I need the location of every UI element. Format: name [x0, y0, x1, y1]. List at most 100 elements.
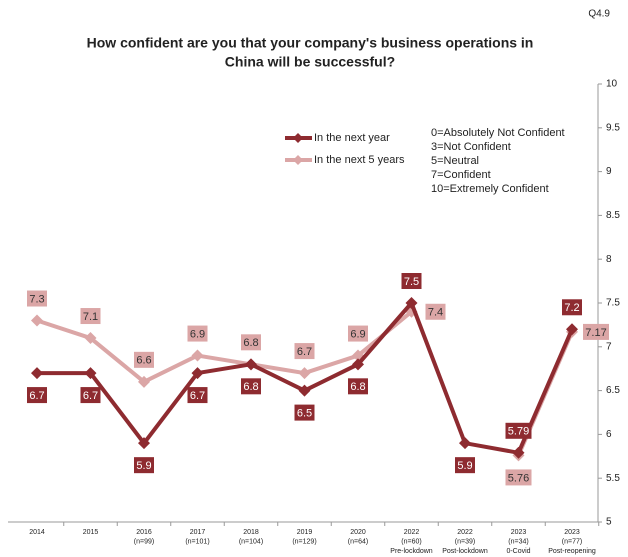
marker — [352, 358, 364, 371]
data-label: 6.7 — [297, 346, 312, 358]
data-label: 6.7 — [83, 390, 98, 402]
x-tick-label: (n=64) — [348, 538, 368, 545]
x-tick-label: 2017 — [190, 529, 206, 536]
x-tick-label: (n=129) — [292, 538, 316, 545]
x-tick-label: 2019 — [297, 529, 313, 536]
data-label-box — [134, 351, 154, 368]
x-tick-label: 2023 — [511, 529, 527, 536]
data-label: 7.1 — [83, 311, 98, 323]
x-tick-label: (n=101) — [185, 538, 209, 545]
y-tick-label: 8.5 — [606, 210, 620, 221]
y-tick-label: 7.5 — [606, 298, 620, 309]
data-label-box — [505, 469, 532, 486]
scale-note: 7=Confident — [431, 169, 491, 181]
y-tick-label: 5.5 — [606, 473, 620, 484]
legend-marker — [293, 155, 303, 165]
data-label: 7.17 — [585, 327, 606, 339]
marker — [566, 323, 578, 336]
data-label: 6.8 — [243, 337, 258, 349]
data-label-box — [241, 378, 261, 395]
question-code: Q4.9 — [588, 9, 610, 20]
x-tick-label: (n=99) — [134, 538, 154, 545]
x-tick-label: 2020 — [350, 529, 366, 536]
data-label-box — [187, 387, 208, 404]
data-label-box — [505, 422, 532, 439]
marker — [138, 375, 150, 388]
marker — [459, 437, 471, 450]
data-label: 6.8 — [243, 381, 258, 393]
marker — [191, 349, 204, 362]
scale-note: 0=Absolutely Not Confident — [431, 127, 565, 139]
data-label: 7.5 — [404, 276, 419, 288]
data-label: 6.7 — [190, 390, 205, 402]
marker — [405, 297, 418, 309]
data-label-box — [241, 334, 261, 351]
data-label-box — [583, 323, 609, 340]
x-tick-label: (n=104) — [239, 538, 263, 545]
chart-title: China will be successful? — [225, 54, 395, 70]
data-label: 6.9 — [190, 328, 205, 340]
x-tick-label: Pre-lockdown — [390, 548, 433, 555]
data-label: 7.4 — [428, 307, 443, 319]
x-tick-label: (n=39) — [455, 538, 475, 545]
data-label-box — [187, 325, 208, 342]
x-tick-label: (n=34) — [508, 538, 528, 545]
x-tick-label: 2018 — [243, 529, 259, 536]
x-tick-label: 2016 — [136, 529, 152, 536]
data-label: 7.2 — [564, 302, 579, 314]
marker — [31, 314, 43, 327]
marker — [138, 437, 150, 450]
marker — [245, 358, 257, 371]
marker — [298, 367, 311, 380]
data-label: 5.9 — [457, 460, 472, 472]
y-tick-label: 9 — [606, 166, 612, 177]
x-tick-label: 2023 — [564, 529, 580, 536]
x-tick-label: (n=60) — [401, 538, 421, 545]
data-label-box — [562, 299, 582, 316]
legend-marker — [293, 133, 303, 143]
marker — [84, 332, 97, 345]
y-tick-label: 5 — [606, 517, 612, 528]
chart-title: How confident are you that your company'… — [87, 35, 534, 51]
x-tick-label: 0-Covid — [506, 548, 530, 555]
marker — [191, 367, 204, 380]
data-label-box — [80, 308, 101, 325]
x-tick-label: Post-reopening — [548, 548, 596, 555]
data-label-box — [294, 404, 315, 421]
x-tick-label: 2015 — [83, 529, 99, 536]
data-label: 7.3 — [29, 293, 44, 305]
data-label: 5.76 — [508, 472, 529, 484]
legend-label: In the next 5 years — [314, 154, 405, 166]
data-label-box — [348, 378, 368, 395]
data-label: 6.5 — [297, 408, 312, 420]
data-label-box — [348, 325, 368, 342]
data-label: 5.79 — [508, 426, 529, 438]
data-label-box — [425, 303, 446, 320]
data-label: 6.6 — [136, 355, 151, 367]
data-label-box — [27, 290, 47, 307]
marker — [84, 367, 97, 380]
scale-note: 3=Not Confident — [431, 141, 511, 153]
data-label: 6.9 — [350, 328, 365, 340]
scale-note: 10=Extremely Confident — [431, 183, 549, 195]
series-line — [36, 310, 413, 385]
y-tick-label: 7 — [606, 341, 612, 352]
x-tick-label: 2014 — [29, 529, 45, 536]
data-label-box — [294, 343, 315, 360]
data-label-box — [401, 273, 422, 289]
x-tick-label: 2022 — [404, 529, 420, 536]
y-tick-label: 8 — [606, 254, 612, 265]
data-label-box — [27, 387, 47, 404]
data-label-box — [455, 457, 475, 474]
data-label: 6.7 — [29, 390, 44, 402]
data-label: 5.9 — [136, 460, 151, 472]
x-tick-label: (n=77) — [562, 538, 582, 545]
y-tick-label: 9.5 — [606, 122, 620, 133]
y-tick-label: 6 — [606, 429, 612, 440]
y-tick-label: 6.5 — [606, 385, 620, 396]
x-tick-label: 2022 — [457, 529, 473, 536]
marker — [512, 446, 525, 459]
data-label: 6.8 — [350, 381, 365, 393]
data-label-box — [134, 457, 154, 474]
